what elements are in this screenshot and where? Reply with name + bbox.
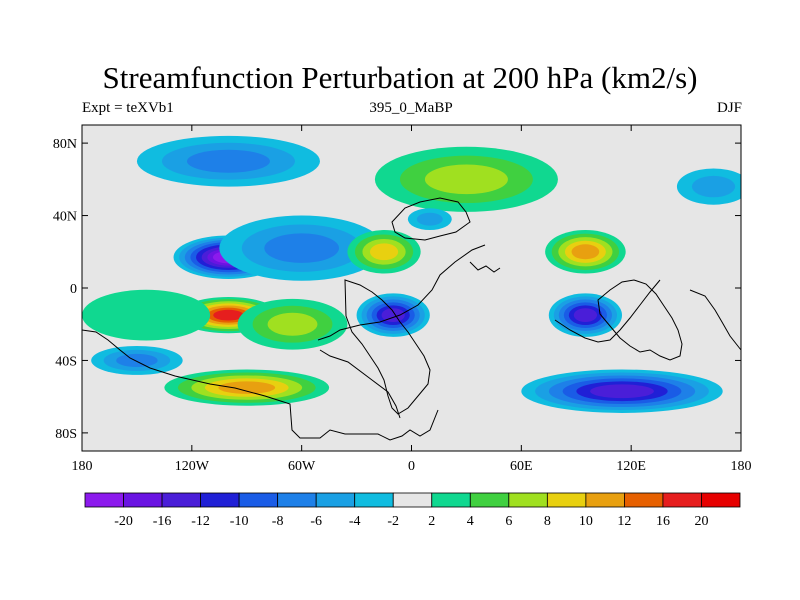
colorbar-swatch-2	[161, 492, 201, 508]
coastline-europe	[391, 197, 471, 241]
season-label: DJF	[716, 100, 742, 116]
coastline-australia	[597, 279, 683, 361]
coastline-north-america	[82, 329, 439, 441]
colorbar-swatch-0	[84, 492, 124, 508]
colorbar-swatch-14	[624, 492, 664, 508]
contour-feature-8-level-4	[571, 244, 600, 260]
colorbar-swatch-12	[546, 492, 587, 508]
colorbar-swatch-5	[277, 492, 317, 508]
coastline-south-america	[317, 244, 486, 419]
x-tick-label-2: 60W	[288, 459, 316, 474]
y-tick-label-0: 80N	[53, 137, 77, 152]
y-tick-label-2: 0	[70, 282, 77, 297]
x-tick-label-1: 120W	[175, 459, 210, 474]
colorbar-swatch-13	[585, 492, 625, 508]
colorbar-swatch-8	[392, 492, 433, 508]
colorbar-label-2: -12	[191, 514, 210, 529]
colorbar-label-11: 8	[544, 514, 551, 529]
plot-title: Streamfunction Perturbation at 200 hPa (…	[102, 60, 698, 95]
colorbar-swatch-6	[315, 492, 356, 508]
contour-feature-7-level-3	[369, 243, 399, 261]
colorbar-label-10: 6	[505, 514, 512, 529]
continent-outlines	[82, 197, 741, 441]
colorbar-label-3: -10	[230, 514, 249, 529]
contour-feature-6-level-2	[424, 164, 508, 195]
x-tick-label-6: 180	[731, 459, 752, 474]
contour-feature-5-level-2	[186, 149, 270, 173]
experiment-period-label: 395_0_MaBP	[369, 100, 453, 116]
colorbar-label-14: 16	[656, 514, 670, 529]
colorbar-swatch-15	[662, 492, 702, 508]
colorbar-label-13: 12	[617, 514, 631, 529]
contour-feature-11-level-2	[116, 353, 158, 368]
contour-feature-9-level-5	[381, 308, 405, 323]
x-tick-label-0: 180	[72, 459, 93, 474]
colorbar-swatch-9	[431, 492, 471, 508]
contour-feature-3-level-2	[267, 312, 318, 336]
y-tick-label-1: 40N	[53, 210, 77, 225]
colorbar-swatch-4	[238, 492, 279, 508]
colorbar-label-12: 10	[579, 514, 593, 529]
x-tick-label-5: 120E	[616, 459, 646, 474]
colorbar-swatch-1	[123, 492, 163, 508]
x-tick-label-4: 60E	[510, 459, 533, 474]
colorbar-label-8: 2	[428, 514, 435, 529]
colorbar-label-6: -4	[349, 514, 361, 529]
y-tick-label-3: 40S	[55, 354, 77, 369]
contour-feature-2-level-6	[213, 309, 244, 321]
colorbar-swatch-16	[701, 492, 741, 508]
contour-feature-1-level-2	[264, 233, 340, 263]
colorbar-swatch-3	[200, 492, 240, 508]
contour-feature-15-level-1	[416, 212, 443, 226]
colorbar-label-5: -6	[310, 514, 322, 529]
contour-feature-13-level-5	[590, 384, 654, 399]
colorbar-label-0: -20	[114, 514, 133, 529]
contour-feature-12-level-4	[218, 381, 276, 394]
y-tick-label-4: 80S	[55, 427, 77, 442]
colorbar-label-15: 20	[694, 514, 708, 529]
colorbar-swatch-11	[508, 492, 548, 508]
colorbar-label-1: -16	[153, 514, 172, 529]
contour-feature-10-level-5	[573, 308, 597, 323]
colorbar-label-7: -2	[387, 514, 399, 529]
contour-feature-14-level-1	[691, 175, 736, 198]
experiment-label: Expt = teXVb1	[82, 100, 174, 116]
colorbar-swatch-10	[469, 492, 510, 508]
x-tick-label-3: 0	[408, 459, 415, 474]
contour-feature-4-level-0	[82, 289, 211, 341]
colorbar-swatch-7	[354, 492, 394, 508]
coastline-africa	[344, 279, 431, 415]
coastline-antarctic-edge	[689, 289, 741, 351]
coastline-asia	[469, 261, 661, 343]
colorbar-label-9: 4	[467, 514, 474, 529]
colorbar-label-4: -8	[272, 514, 284, 529]
